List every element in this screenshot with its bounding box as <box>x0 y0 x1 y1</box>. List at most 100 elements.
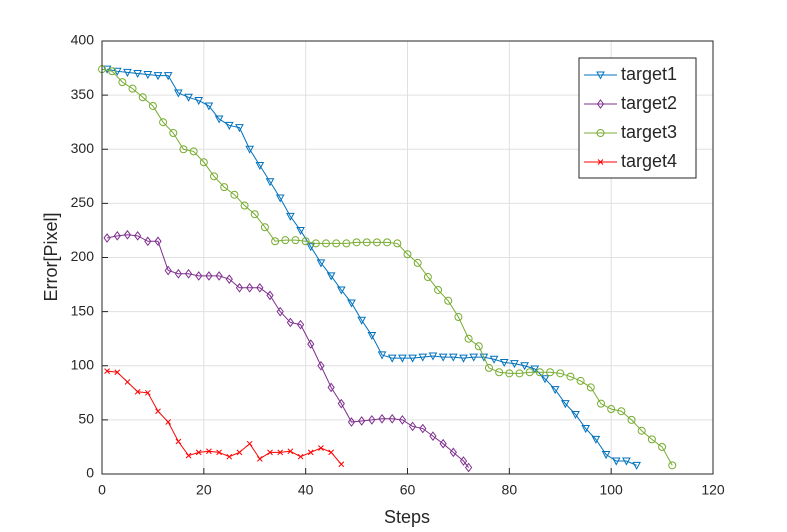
marker <box>464 334 473 343</box>
marker <box>296 226 305 235</box>
marker <box>184 268 193 279</box>
marker <box>281 236 290 245</box>
marker <box>556 369 565 378</box>
marker <box>286 212 295 221</box>
marker <box>123 229 132 240</box>
legend-label: target2 <box>621 93 677 113</box>
marker <box>291 236 300 245</box>
legend-label: target4 <box>621 151 677 171</box>
marker <box>632 461 641 470</box>
marker <box>362 238 371 247</box>
marker <box>245 145 254 154</box>
marker <box>266 290 274 301</box>
marker <box>337 398 345 409</box>
marker <box>311 239 320 248</box>
marker <box>372 238 381 247</box>
marker <box>423 272 432 281</box>
marker <box>114 369 121 376</box>
marker <box>307 449 314 456</box>
y-tick-label: 350 <box>71 86 95 102</box>
marker <box>444 296 453 305</box>
marker <box>408 354 417 363</box>
marker <box>597 159 604 165</box>
marker <box>398 354 407 363</box>
marker <box>153 72 163 81</box>
marker <box>515 369 524 378</box>
marker <box>338 461 345 468</box>
marker <box>495 368 504 377</box>
marker <box>301 237 310 246</box>
legend-label: target3 <box>621 122 677 142</box>
marker <box>235 282 244 293</box>
marker <box>576 376 585 385</box>
y-tick-label: 200 <box>71 248 95 264</box>
marker <box>347 299 356 308</box>
marker <box>250 210 259 219</box>
marker <box>179 145 188 154</box>
marker <box>165 419 172 425</box>
marker <box>326 272 336 281</box>
marker <box>154 236 162 247</box>
legend-label: target1 <box>621 64 677 84</box>
marker <box>265 178 275 187</box>
marker <box>194 97 204 106</box>
marker <box>419 423 427 434</box>
marker <box>307 339 315 349</box>
marker <box>459 354 468 363</box>
y-tick-label: 0 <box>86 465 94 481</box>
marker <box>484 363 493 372</box>
marker <box>505 369 514 378</box>
marker <box>138 93 147 102</box>
marker <box>658 442 667 451</box>
marker <box>256 282 264 293</box>
marker <box>327 382 335 393</box>
x-tick-label: 120 <box>701 482 725 498</box>
marker <box>297 453 304 460</box>
x-tick-label: 100 <box>599 482 623 498</box>
marker <box>377 351 387 360</box>
marker <box>479 353 489 362</box>
marker <box>647 435 656 444</box>
series-line <box>106 68 637 466</box>
marker <box>571 410 580 420</box>
marker <box>448 353 458 362</box>
marker <box>520 362 529 371</box>
marker <box>358 416 366 426</box>
marker <box>449 447 457 458</box>
marker <box>459 456 468 466</box>
marker <box>286 317 295 328</box>
marker <box>591 435 601 444</box>
marker <box>336 286 346 295</box>
marker <box>352 238 361 247</box>
marker <box>316 259 326 268</box>
marker <box>546 368 555 377</box>
y-tick-label: 100 <box>71 356 95 372</box>
y-axis-label: Error[Pixel] <box>41 212 61 301</box>
marker <box>596 129 605 137</box>
marker <box>224 121 234 130</box>
marker <box>103 233 111 243</box>
marker <box>189 147 198 156</box>
marker <box>225 274 233 284</box>
marker <box>144 236 152 247</box>
marker <box>255 161 265 171</box>
marker <box>108 67 117 76</box>
marker <box>148 101 157 110</box>
marker <box>413 258 422 267</box>
marker <box>622 457 631 466</box>
marker <box>159 118 168 127</box>
marker <box>143 71 153 80</box>
marker <box>215 271 223 281</box>
marker <box>306 243 316 252</box>
series-line <box>106 234 469 468</box>
marker <box>184 93 193 102</box>
series-line <box>107 370 342 465</box>
marker <box>134 231 142 241</box>
marker <box>230 190 239 199</box>
marker <box>368 415 376 425</box>
marker <box>566 372 575 381</box>
y-tick-label: 250 <box>71 194 95 210</box>
marker <box>195 449 202 456</box>
marker <box>185 452 192 459</box>
marker <box>438 353 448 362</box>
